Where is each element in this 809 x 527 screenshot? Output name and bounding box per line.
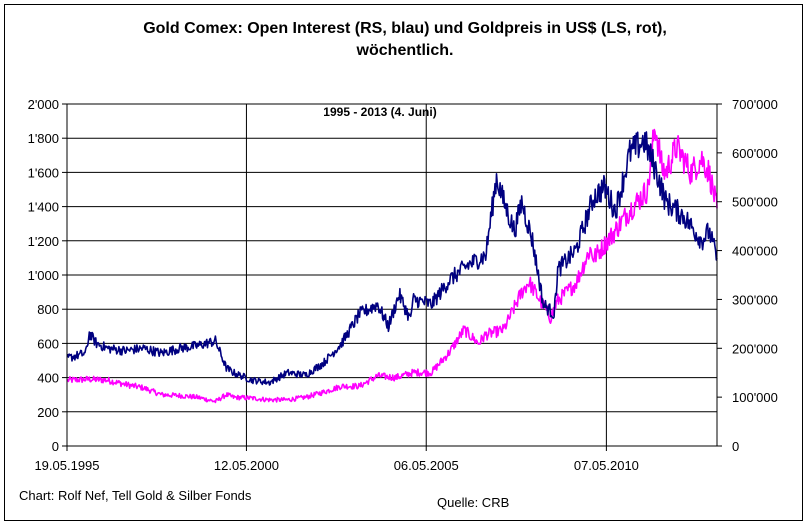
y-left-tick-label-5: 1'000 (28, 268, 59, 283)
y-left-tick-label-0: 0 (52, 439, 59, 454)
y-right-tick-label-4: 400'000 (732, 244, 778, 259)
y-right-tick-label-0: 0 (732, 439, 739, 454)
y-left-tick-label-8: 1'600 (28, 165, 59, 180)
y-left-tick-label-6: 1'200 (28, 234, 59, 249)
y-right-tick-label-6: 600'000 (732, 146, 778, 161)
y-right-tick-label-7: 700'000 (732, 97, 778, 112)
series-layer (66, 128, 718, 404)
series-line-1 (66, 131, 718, 386)
chart-title-line1: Gold Comex: Open Interest (RS, blau) und… (143, 20, 667, 37)
y-right-tick-label-3: 300'000 (732, 292, 778, 307)
x-tick-label-2: 06.05.2005 (394, 458, 459, 473)
y-left-tick-label-7: 1'400 (28, 200, 59, 215)
y-left-tick-label-1: 200 (37, 405, 59, 420)
data-source: Quelle: CRB (437, 495, 510, 510)
chart-title-line2: wöchentlich. (356, 42, 454, 59)
y-right-tick-label-5: 500'000 (732, 195, 778, 210)
y-right-tick-label-1: 100'000 (732, 390, 778, 405)
y-left-tick-label-4: 800 (37, 302, 59, 317)
x-tick-label-0: 19.05.1995 (34, 458, 99, 473)
y-left-tick-label-9: 1'800 (28, 131, 59, 146)
x-tick-label-3: 07.05.2010 (574, 458, 639, 473)
chart-title: Gold Comex: Open Interest (RS, blau) und… (60, 18, 750, 62)
y-left-tick-label-2: 400 (37, 371, 59, 386)
axis-layer: 0 200 400 600 800 1'000 1'200 1'400 1'600 1'800 2'… (28, 97, 778, 473)
y-left-tick-label-3: 600 (37, 336, 59, 351)
y-left-tick-label-10: 2'000 (28, 97, 59, 112)
y-right-tick-label-2: 200'000 (732, 341, 778, 356)
chart-frame (4, 4, 803, 521)
series-line-0 (66, 128, 718, 404)
chart-credit: Chart: Rolf Nef, Tell Gold & Silber Fond… (19, 488, 252, 503)
x-tick-label-1: 12.05.2000 (214, 458, 279, 473)
chart-subtitle: 1995 - 2013 (4. Juni) (323, 105, 437, 119)
